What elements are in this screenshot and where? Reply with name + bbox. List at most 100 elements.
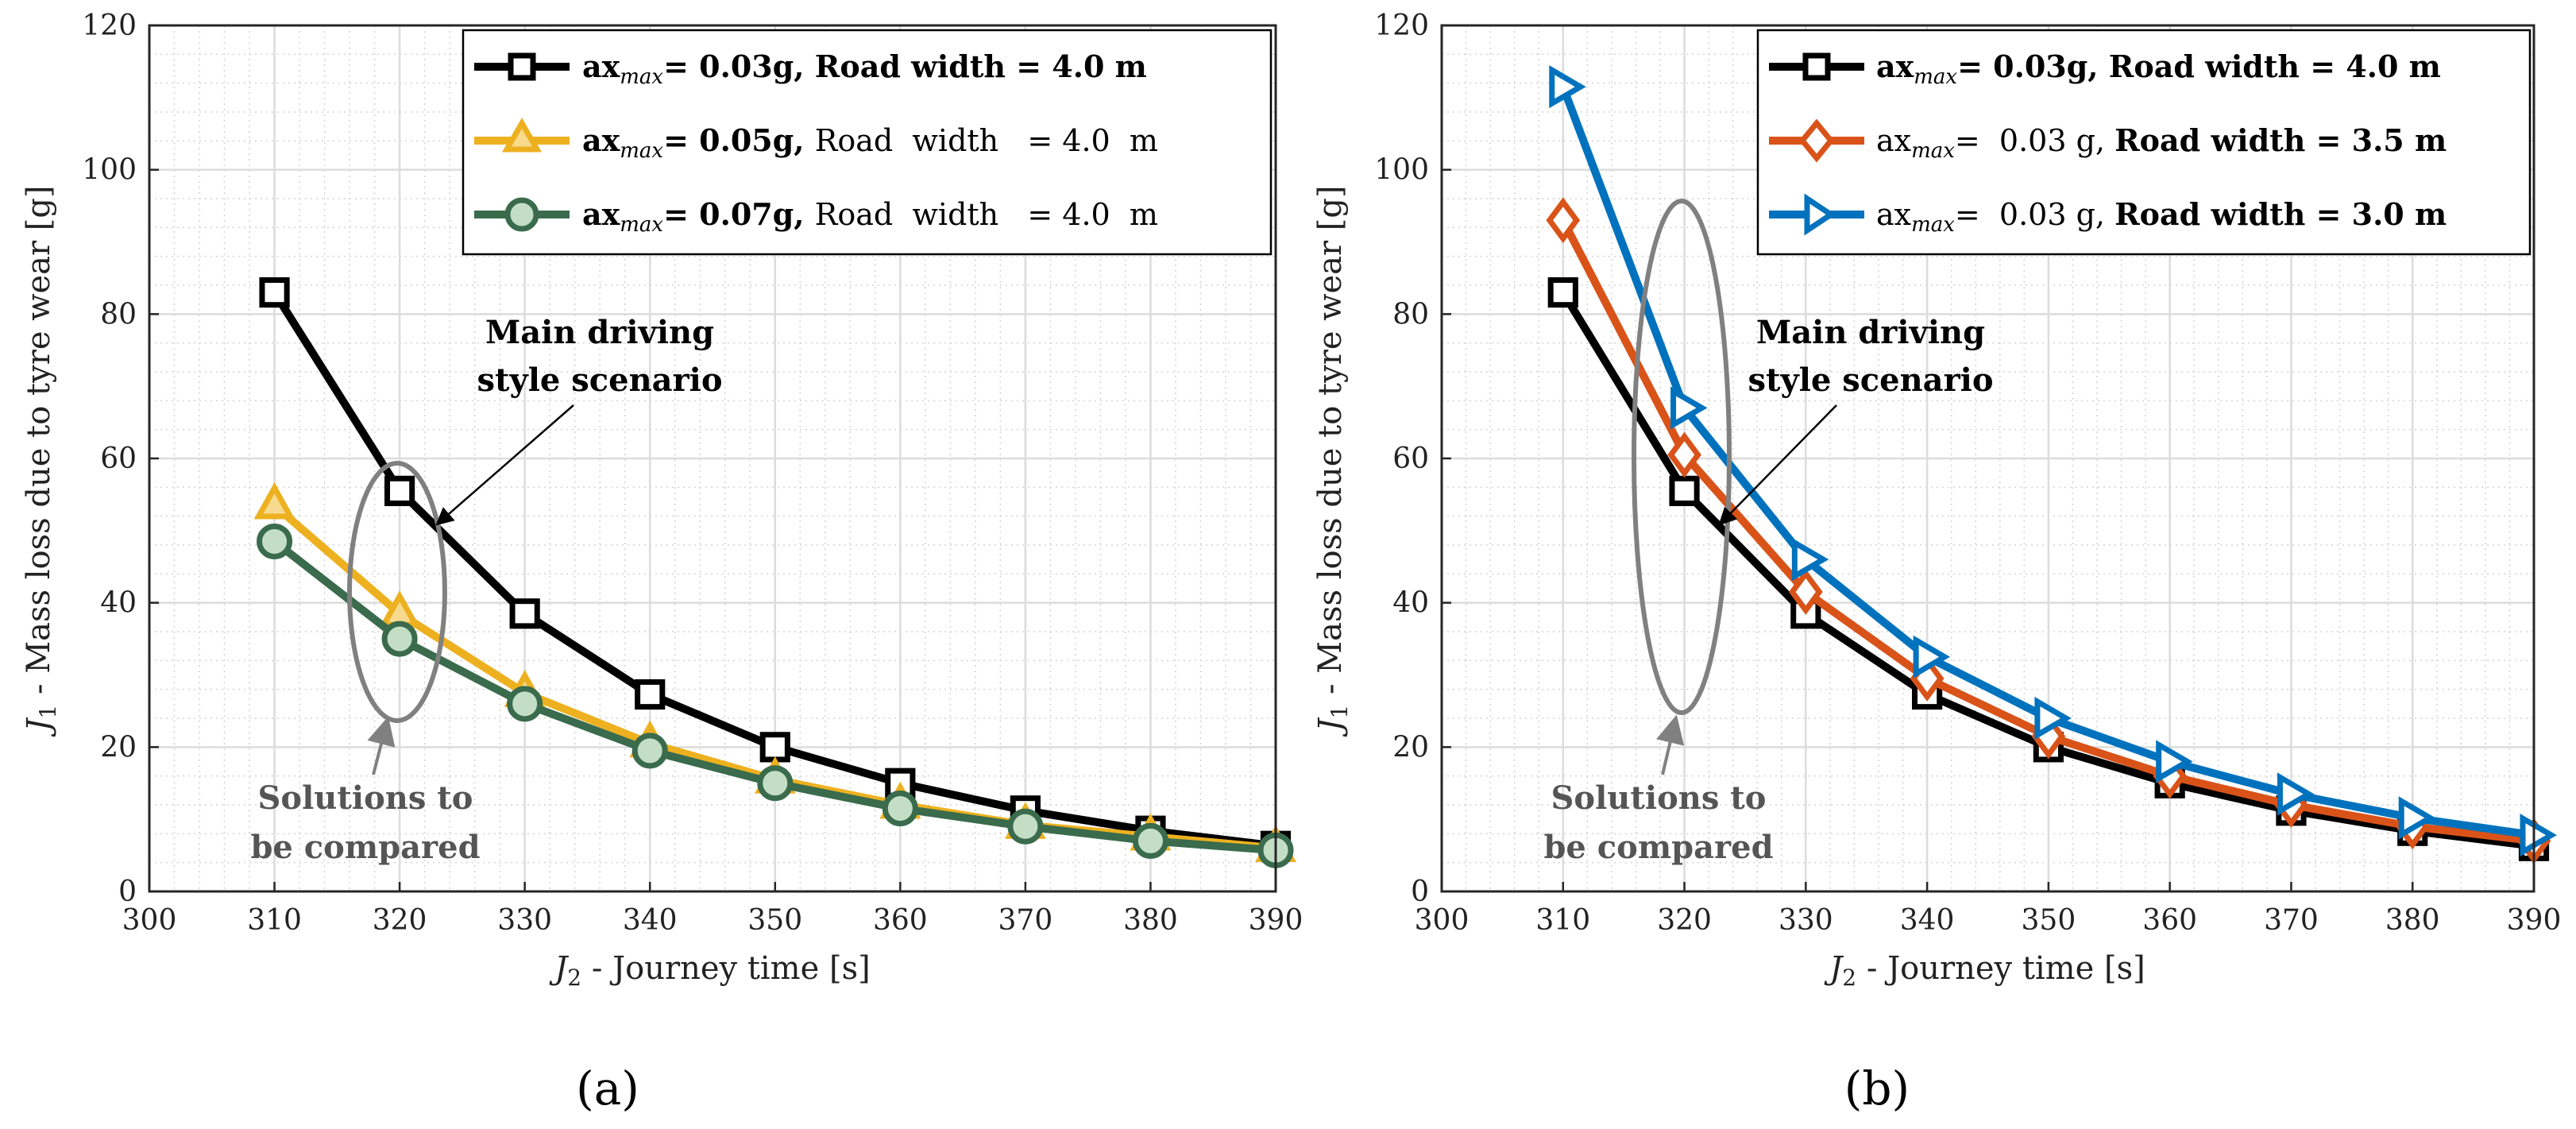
- panel-b-series-3-point-370: [2277, 772, 2315, 816]
- panel-b-x-axis-label: J2 - Journey time [s]: [1824, 950, 2145, 991]
- panel-a-comparison-ellipse: [347, 461, 447, 723]
- panel-b-ytick-label-0: 0: [1411, 876, 1429, 908]
- panel-b-caption: (b): [1844, 1061, 1910, 1115]
- panel-b-legend-marker-3: [1804, 193, 1836, 236]
- panel-a-xtick-label-340: 340: [623, 904, 678, 937]
- panel-a-annotation-main-arrow: [435, 404, 574, 526]
- panel-a-legend-marker-3: [504, 197, 539, 232]
- panel-a-legend-marker-1: [508, 52, 536, 81]
- panel-a-ytick-label-120: 120: [82, 10, 137, 42]
- panel-a-legend-label-2: axmax= 0.05g, Road width = 4.0 m: [582, 122, 1158, 163]
- panel-a-y-axis-label: J1 - Mass loss due to tyre wear [g]: [21, 185, 61, 737]
- panel-b-series-3-point-390: [2520, 814, 2557, 857]
- panel-b-series-3-point-330: [1791, 538, 1829, 582]
- panel-b-ytick-label-40: 40: [1392, 587, 1429, 620]
- panel-b-annotation-main-line1: Main driving: [1756, 314, 1985, 351]
- panel-a-ytick-label-100: 100: [82, 154, 137, 187]
- panel-a-series-3-point-340: [631, 733, 668, 769]
- panel-a-annotation-main-line1: Main driving: [485, 314, 714, 351]
- panel-a-legend-entry-2: axmax= 0.05g, Road width = 4.0 m: [474, 117, 1158, 163]
- panel-a-series-3-point-350: [757, 765, 794, 802]
- panel-b-series-layer: [1546, 65, 2557, 864]
- panel-a-series-1-point-340: [635, 679, 666, 710]
- panel-b-xtick-label-330: 330: [1778, 904, 1833, 937]
- panel-b-xtick-label-370: 370: [2264, 904, 2319, 937]
- panel-b-annotation-main-arrow: [1718, 404, 1837, 526]
- panel-a-ytick-label-80: 80: [100, 298, 137, 331]
- panel-b-ytick-label-20: 20: [1392, 731, 1429, 764]
- panel-a-legend-box: [462, 29, 1273, 256]
- panel-b-series-1-point-310: [1547, 276, 1578, 308]
- panel-b-annotation-compare-line2: be compared: [1543, 829, 1773, 866]
- panel-a-xtick-label-330: 330: [497, 904, 552, 937]
- panel-b-ticks: 300 310 320 330 340 350 360 370 380 390 0 20 40 60 80 1…: [1374, 10, 2561, 937]
- panel-b-legend: axmax= 0.03g, Road width = 4.0 m axmax= …: [1756, 29, 2532, 256]
- panel-a-xtick-label-320: 320: [373, 904, 427, 937]
- panel-b-ytick-label-80: 80: [1392, 298, 1429, 331]
- panel-b-series-2-point-320: [1667, 431, 1701, 478]
- panel-b-xtick-label-300: 300: [1415, 904, 1470, 937]
- panel-a-series-2-point-310: [253, 481, 295, 520]
- panel-a-xtick-label-380: 380: [1123, 904, 1178, 937]
- panel-a-annotation-compare-line1: Solutions to: [258, 779, 473, 817]
- panel-a-series-3-point-310: [257, 523, 293, 559]
- panel-b-series-2-point-330: [1788, 569, 1823, 615]
- panel-b-xtick-label-380: 380: [2385, 904, 2440, 937]
- panel-a-xtick-label-350: 350: [747, 904, 802, 937]
- panel-b-series-3-point-360: [2156, 740, 2193, 783]
- panel-a-series-3-point-330: [507, 686, 543, 722]
- panel-a-xtick-label-360: 360: [873, 904, 928, 937]
- panel-b-series-3-point-320: [1670, 386, 1708, 430]
- panel-a-ytick-label-0: 0: [118, 876, 137, 908]
- panel-b-xtick-label-340: 340: [1900, 904, 1955, 937]
- panel-a-series-3-point-320: [381, 621, 418, 657]
- panel-b-legend-entry-2: axmax= 0.03 g, Road width = 3.5 m: [1769, 118, 2447, 163]
- panel-b-series-1-point-320: [1669, 475, 1700, 506]
- panel-a-legend-entry-1: axmax= 0.03g, Road width = 4.0 m: [474, 48, 1147, 89]
- panel-a-ytick-label-60: 60: [100, 443, 137, 475]
- panel-a-annotations: Main driving style scenario Solutions to…: [250, 314, 722, 866]
- panel-a-x-axis-label: J2 - Journey time [s]: [549, 950, 871, 991]
- panel-b-y-axis-label: J1 - Mass loss due to tyre wear [g]: [1312, 185, 1353, 737]
- panel-a-series-1-point-350: [759, 732, 790, 763]
- panel-a: 300 310 320 330 340 350 360 370 380 390 0 20 40 60 80 1…: [21, 10, 1303, 1115]
- panel-b-series-3-point-340: [1913, 635, 1951, 679]
- panel-b-annotation-main-line2: style scenario: [1748, 362, 1993, 399]
- panel-a-legend-marker-2: [501, 117, 543, 153]
- panel-b-series-3-point-380: [2398, 796, 2436, 840]
- panel-b-series-2-point-310: [1546, 197, 1581, 244]
- panel-b-xtick-label-320: 320: [1657, 904, 1712, 937]
- panel-b-legend-marker-1: [1802, 52, 1831, 81]
- panel-a-xtick-label-310: 310: [247, 904, 302, 937]
- panel-b-xtick-label-360: 360: [2142, 904, 2197, 937]
- panel-b-legend-label-2: axmax= 0.03 g, Road width = 3.5 m: [1876, 122, 2447, 163]
- panel-a-annotation-main-line2: style scenario: [477, 362, 722, 399]
- panel-a-annotation-compare-arrow: [367, 716, 396, 775]
- panel-b-series-3-point-310: [1549, 65, 1586, 109]
- panel-a-legend: axmax= 0.03g, Road width = 4.0 m axmax= …: [462, 29, 1273, 256]
- panel-b-annotation-compare-line1: Solutions to: [1551, 779, 1767, 817]
- panel-a-series-3-point-370: [1007, 808, 1044, 845]
- panel-a-ticks: 300 310 320 330 340 350 360 370 380 390 0 20 40 60 80 1…: [82, 10, 1303, 937]
- panel-b-annotation-compare-arrow: [1656, 714, 1685, 775]
- panel-a-xtick-label-370: 370: [998, 904, 1053, 937]
- panel-b-legend-entry-1: axmax= 0.03g, Road width = 4.0 m: [1769, 48, 2441, 89]
- panel-a-series-1-point-310: [259, 276, 290, 308]
- panel-a-series-1-point-320: [384, 475, 415, 506]
- panel-a-ytick-label-20: 20: [100, 731, 137, 764]
- panel-b-series-3-point-350: [2034, 696, 2072, 740]
- panel-b-ytick-label-60: 60: [1392, 443, 1429, 475]
- panel-a-series-3-point-380: [1132, 822, 1168, 859]
- panel-a-legend-entry-3: axmax= 0.07g, Road width = 4.0 m: [474, 196, 1158, 237]
- panel-a-series-3-point-360: [882, 791, 918, 827]
- panel-a-xtick-label-390: 390: [1249, 904, 1303, 937]
- panel-b-xtick-label-310: 310: [1535, 904, 1590, 937]
- panel-b-xtick-label-350: 350: [2022, 904, 2076, 937]
- panel-b-legend-box: [1756, 29, 2532, 256]
- panel-a-legend-label-1: axmax= 0.03g, Road width = 4.0 m: [582, 48, 1147, 89]
- panel-a-annotation-compare-line2: be compared: [250, 829, 480, 866]
- panel-a-xtick-label-300: 300: [122, 904, 177, 937]
- panel-b-ytick-label-120: 120: [1374, 10, 1429, 42]
- panel-b-legend-marker-2: [1798, 118, 1835, 163]
